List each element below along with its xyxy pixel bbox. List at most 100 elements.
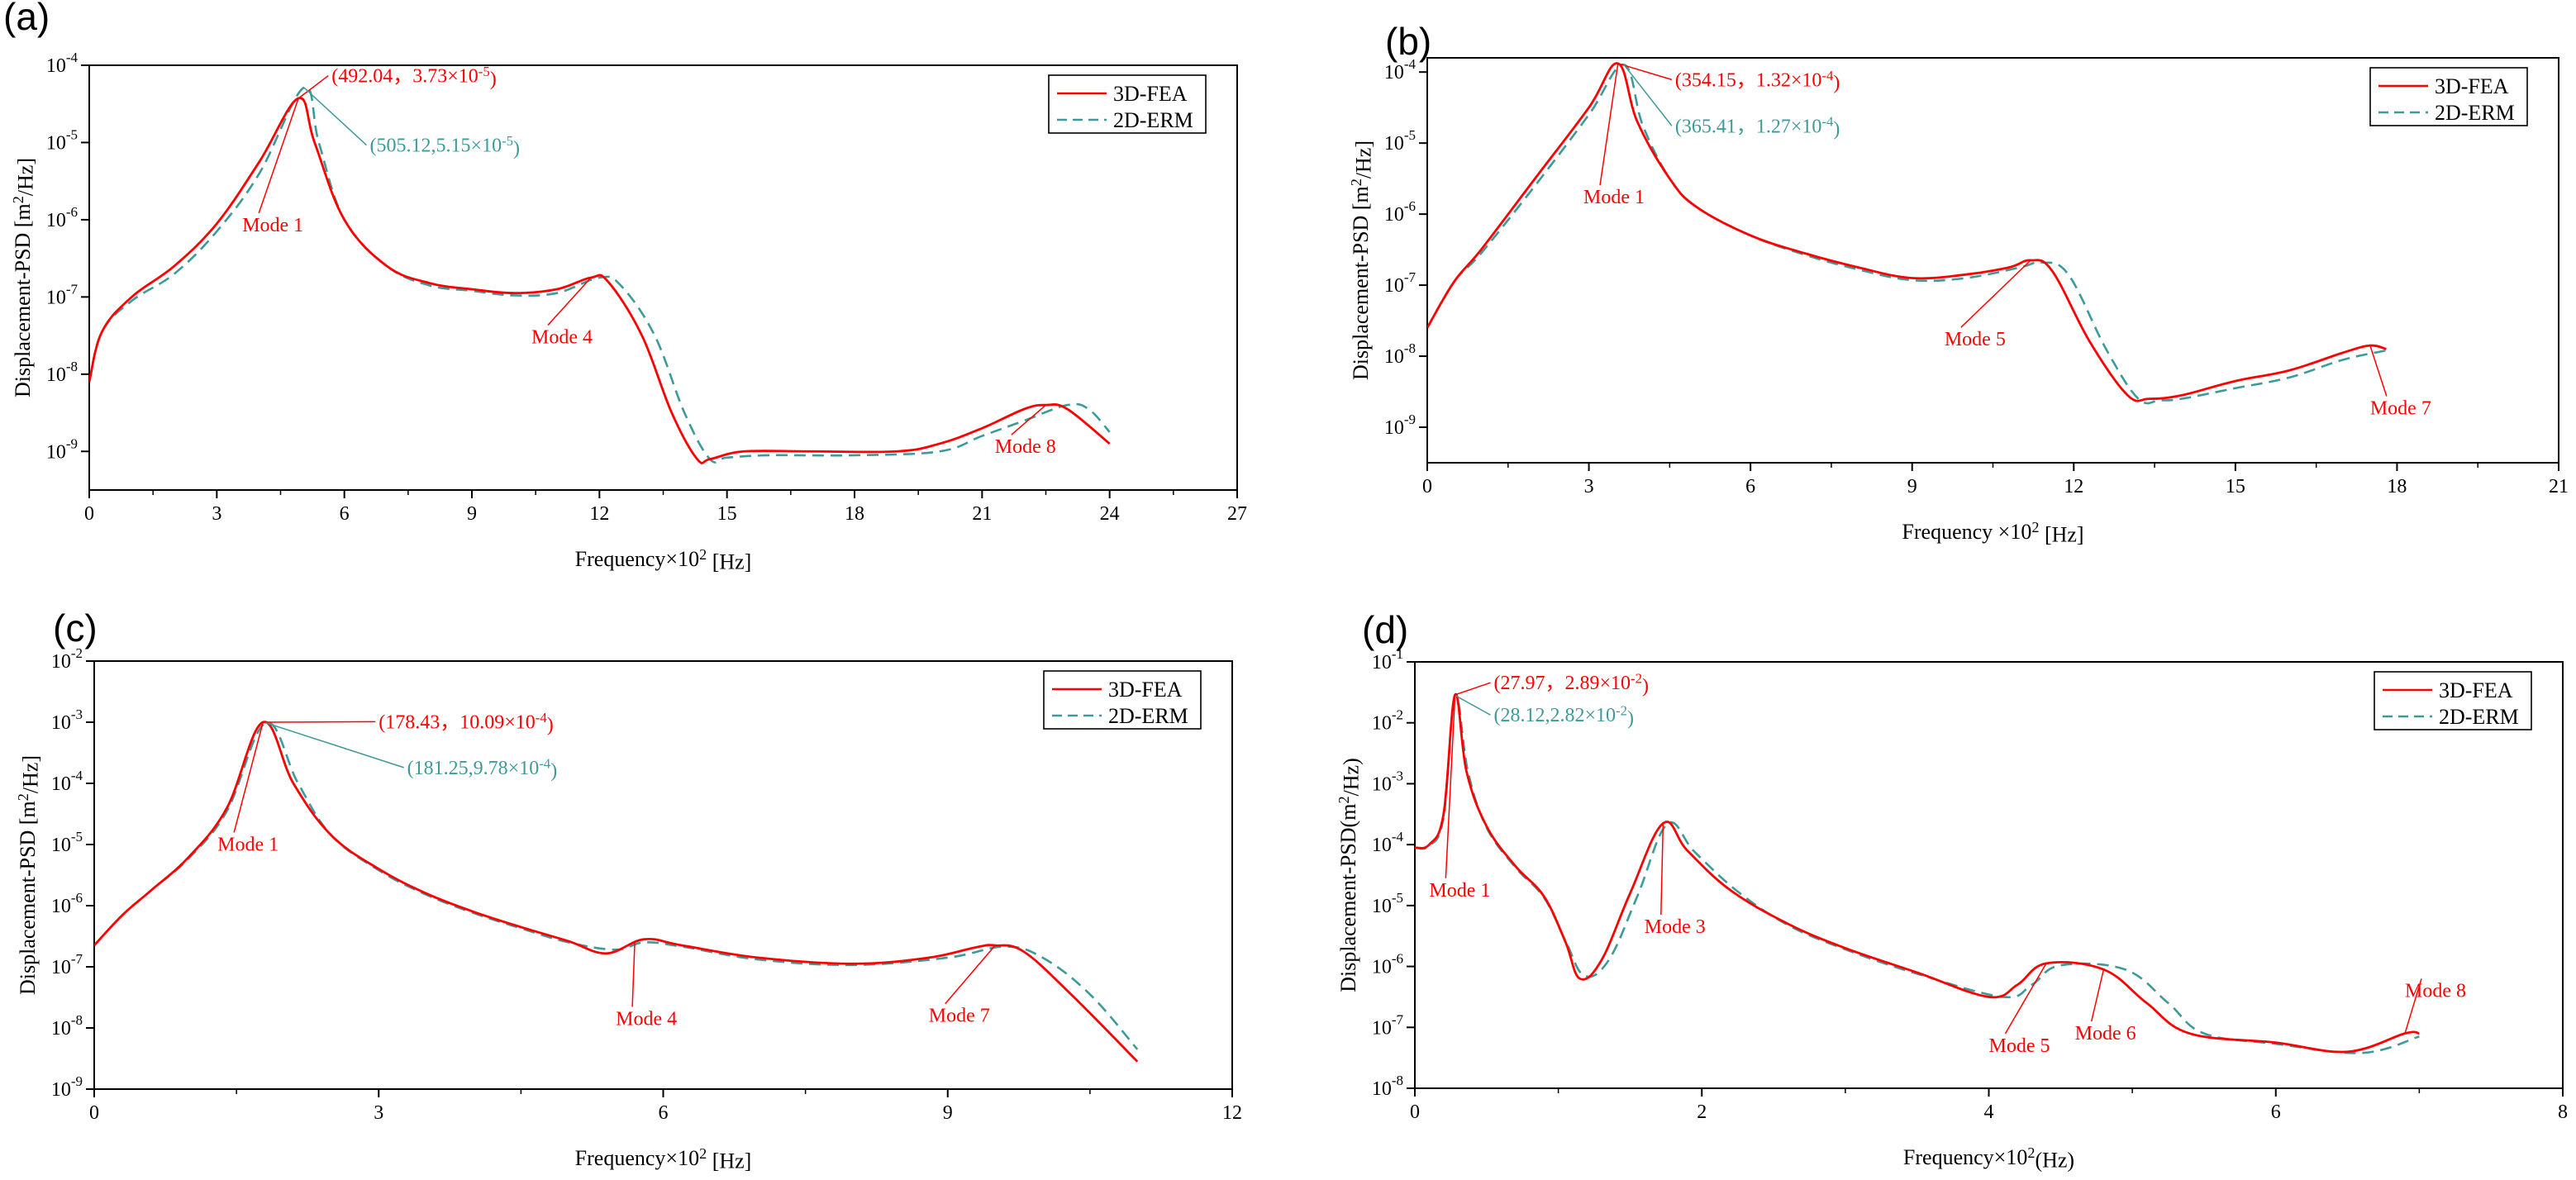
annotation-leader [631, 942, 636, 1007]
annotation-leader [263, 721, 376, 723]
x-tick-label: 12 [1222, 1102, 1242, 1124]
annotation-leader [1011, 404, 1046, 435]
y-tick-exponent: -4 [66, 50, 79, 65]
annotation-leader [1660, 823, 1664, 916]
panel-letter: (b) [1385, 20, 1431, 63]
mode-label: Mode 8 [995, 436, 1056, 458]
x-tick-label: 15 [717, 503, 737, 525]
annotation-leader [1617, 63, 1673, 81]
y-tick-label: 10-6 [51, 890, 83, 917]
mode-label: Mode 3 [1645, 916, 1706, 938]
mode-label: Mode 7 [929, 1006, 990, 1027]
series-line-3d-fea [1415, 692, 2420, 1054]
x-tick-label: 0 [89, 1102, 99, 1124]
y-tick-exponent: -4 [1404, 56, 1417, 72]
mode-label: Mode 1 [1429, 880, 1490, 902]
y-tick-exponent: -3 [71, 707, 83, 722]
annotation-leader [547, 277, 592, 326]
y-tick-exponent: -9 [66, 435, 78, 451]
series-line-2d-erm [1415, 693, 2420, 1054]
x-tick-label: 6 [1745, 476, 1755, 497]
series-line-2d-erm [89, 86, 1111, 464]
legend-entry: 3D-FEA [2439, 678, 2513, 702]
y-tick-exponent: -9 [1404, 412, 1416, 427]
y-tick-exponent: -5 [1392, 890, 1403, 906]
mode-label: Mode 1 [217, 834, 279, 855]
y-tick-label: 10-8 [1384, 340, 1416, 368]
x-tick-label: 3 [374, 1102, 383, 1124]
mode-label: Mode 8 [2405, 980, 2466, 1002]
y-tick-exponent: -5 [71, 829, 83, 845]
mode-label: Mode 4 [531, 326, 593, 348]
peak-coordinate-label: (354.15，1.32×10-4) [1675, 68, 1840, 94]
annotation-leader [258, 98, 299, 214]
x-tick-label: 18 [2387, 476, 2407, 497]
series-line-2d-erm [94, 721, 1139, 1050]
chart-panel-2: (b) 0 3 6 9 12 15 18 21 10-9 10-8 10-7 10-6 10-5 10-4 F… [1348, 20, 2569, 547]
y-tick-label: 10-5 [51, 829, 83, 856]
annotation-leader [303, 87, 368, 146]
x-axis-label: Frequency×102 [Hz] [575, 546, 752, 574]
x-tick-label: 27 [1227, 503, 1247, 525]
y-tick-label: 10-4 [46, 50, 79, 77]
annotation-leader [1599, 63, 1619, 186]
legend-box [2374, 671, 2532, 730]
y-tick-exponent: -7 [1392, 1011, 1404, 1027]
chart-panel-3: (c) 0 3 6 9 12 10-9 10-8 10-7 10-6 10-5 10-4 10-3 10-… [15, 607, 1242, 1173]
y-tick-label: 10-5 [1372, 890, 1403, 917]
y-tick-exponent: -5 [1404, 127, 1416, 143]
x-tick-label: 3 [212, 503, 221, 525]
peak-coordinate-label: (28.12,2.82×10-2) [1493, 703, 1634, 730]
y-tick-label: 10-8 [51, 1012, 83, 1040]
x-tick-label: 0 [1422, 476, 1432, 497]
x-axis-label: Frequency×102 [Hz] [575, 1145, 752, 1173]
x-tick-label: 9 [943, 1102, 953, 1124]
y-tick-label: 10-1 [1372, 646, 1403, 673]
x-tick-label: 3 [1584, 476, 1594, 497]
y-tick-exponent: -5 [66, 126, 78, 142]
legend-entry: 3D-FEA [1108, 678, 1183, 702]
y-tick-exponent: -8 [66, 359, 78, 374]
y-tick-label: 10-6 [1372, 951, 1403, 978]
series-line-2d-erm [1427, 63, 2387, 405]
annotation-leader [2404, 978, 2422, 1034]
y-tick-exponent: -7 [71, 951, 83, 967]
mode-label: Mode 1 [1583, 187, 1645, 208]
y-tick-label: 10-4 [1372, 829, 1404, 856]
legend-entry: 3D-FEA [1113, 82, 1188, 106]
x-tick-label: 0 [84, 503, 94, 525]
annotation-leader [2369, 345, 2388, 397]
annotation-leader [265, 722, 404, 768]
y-tick-exponent: -8 [1404, 340, 1416, 356]
x-tick-label: 6 [659, 1102, 669, 1124]
y-tick-label: 10-7 [51, 951, 83, 978]
y-tick-exponent: -3 [1392, 768, 1403, 783]
x-tick-label: 0 [1410, 1101, 1420, 1123]
y-tick-exponent: -6 [71, 890, 83, 906]
mode-label: Mode 1 [242, 215, 303, 236]
y-tick-exponent: -7 [66, 281, 79, 297]
y-tick-label: 10-4 [51, 768, 83, 795]
peak-coordinate-label: (492.04，3.73×10-5) [331, 64, 497, 90]
y-tick-label: 10-7 [46, 281, 79, 308]
x-tick-label: 6 [2271, 1101, 2281, 1123]
y-axis-label: Displacement-PSD [m2/Hz] [1348, 140, 1376, 380]
legend-entry: 2D-ERM [1108, 704, 1188, 728]
y-tick-label: 10-9 [46, 435, 78, 463]
y-tick-exponent: -4 [1392, 829, 1404, 845]
y-axis-label: Displacement-PSD(m2/Hz) [1336, 758, 1364, 992]
y-tick-label: 10-3 [1372, 768, 1403, 795]
y-tick-label: 10-9 [51, 1073, 83, 1101]
chart-panel-4: (d) 0 2 4 6 8 10-8 10-7 10-6 10-5 10-4 10-3 10-2 10-1… [1336, 608, 2568, 1173]
y-tick-label: 10-2 [1372, 707, 1403, 735]
x-tick-label: 8 [2558, 1101, 2568, 1123]
legend-box [2369, 67, 2528, 126]
series-line-3d-fea [89, 97, 1111, 464]
legend-box [1043, 670, 1202, 730]
annotation-leader [1455, 682, 1491, 696]
series-line-3d-fea [1427, 62, 2387, 402]
y-tick-label: 10-7 [1384, 269, 1417, 297]
mode-label: Mode 5 [1945, 329, 2006, 350]
chart-panel-1: (a) 0 3 6 9 12 15 18 21 24 27 10-9 10-8 10-7 10-6 10-5 1… [3, 0, 1247, 574]
